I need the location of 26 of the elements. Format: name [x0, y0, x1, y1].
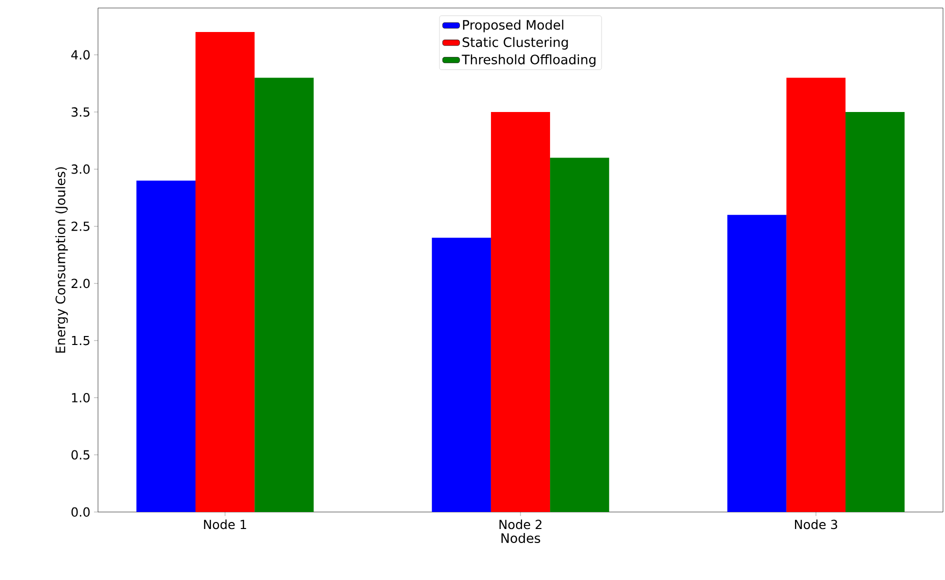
y-tick-label: 1.5	[72, 336, 90, 346]
x-tick-label: Node 2	[500, 520, 542, 530]
y-tick-label: 2.0	[72, 278, 90, 288]
x-tick-label: Node 3	[794, 520, 838, 530]
bar	[254, 78, 314, 512]
y-tick-label: 0.5	[72, 450, 90, 460]
bar	[432, 238, 491, 512]
bar	[550, 158, 610, 512]
y-tick-label: 1.0	[72, 392, 90, 402]
legend-label: Proposed Model	[463, 20, 564, 32]
y-tick-label: 0.0	[72, 507, 90, 517]
x-tick-label: Node 1	[204, 520, 246, 530]
x-axis-title: Nodes	[501, 532, 540, 544]
legend-label: Static Clustering	[462, 37, 568, 50]
y-tick-label: 4.0	[71, 50, 90, 60]
bar	[786, 78, 846, 512]
y-tick-label: 2.5	[72, 222, 90, 231]
bar	[136, 180, 196, 512]
y-tick-label: 3.0	[72, 164, 90, 174]
bar	[846, 112, 905, 512]
legend-label: Threshold Offloading	[462, 54, 596, 67]
bar	[727, 214, 786, 512]
y-axis-title: Energy Consumption (Joules)	[55, 167, 68, 353]
bar	[196, 32, 255, 512]
y-tick-label: 3.5	[72, 107, 90, 117]
bar	[490, 112, 550, 512]
